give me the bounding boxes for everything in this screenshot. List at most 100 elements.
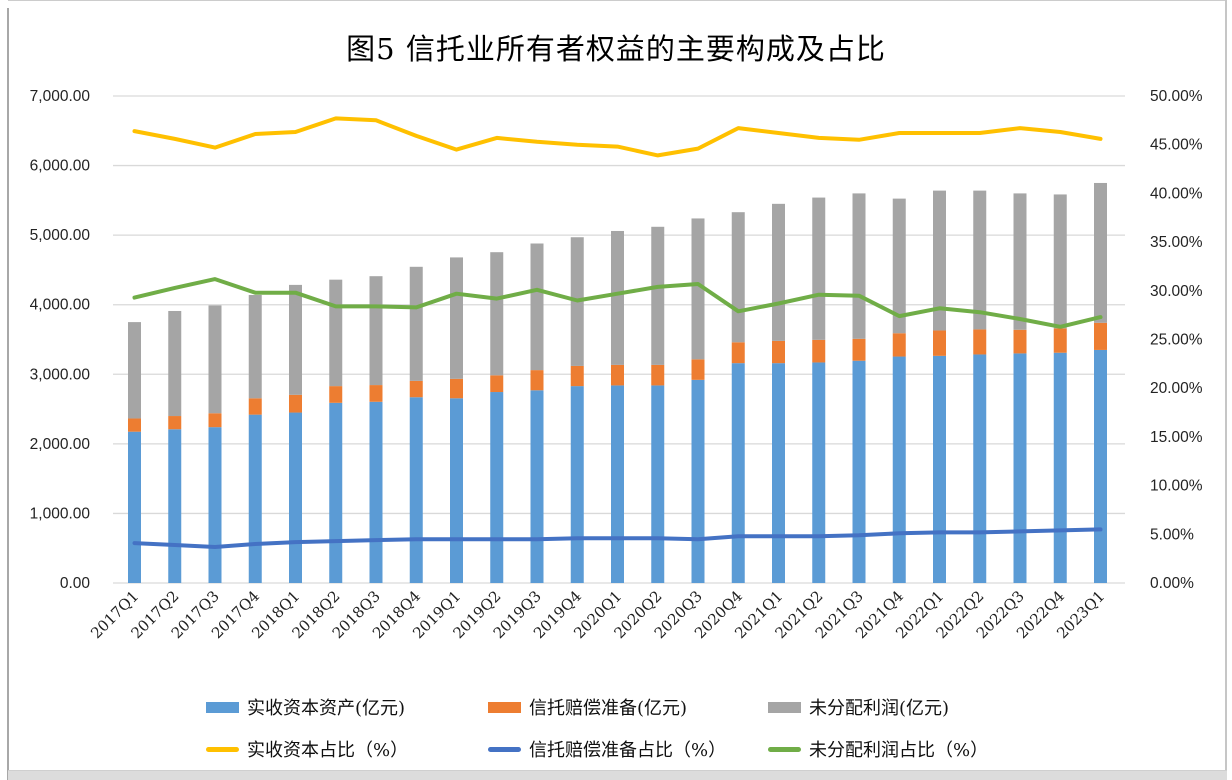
legend-swatch-trust-compensation-reserve-ratio <box>488 746 521 752</box>
bar-segment-undistributed-profit <box>691 218 705 360</box>
left-axis-tick-label: 7,000.00 <box>30 88 91 105</box>
chart-title: 图5 信托业所有者权益的主要构成及占比 <box>346 32 886 66</box>
bar-segment-paid-in-capital <box>933 355 946 583</box>
bar-segment-undistributed-profit <box>289 284 302 395</box>
bar-segment-undistributed-profit <box>651 226 665 365</box>
bar-segment-trust-compensation-reserve <box>248 398 262 415</box>
bar-segment-trust-compensation-reserve <box>1094 322 1107 350</box>
left-axis-tick-label: 6,000.00 <box>30 158 91 175</box>
bar-segment-trust-compensation-reserve <box>651 364 665 386</box>
bar-segment-paid-in-capital <box>651 385 665 583</box>
bar-segment-paid-in-capital <box>1013 353 1027 583</box>
right-axis-tick-label: 15.00% <box>1150 429 1203 446</box>
right-axis-tick-label: 5.00% <box>1150 526 1194 543</box>
left-axis-tick-label: 1,000.00 <box>30 505 91 522</box>
left-axis-tick-label: 3,000.00 <box>30 366 91 383</box>
right-axis-tick-label: 40.00% <box>1150 185 1203 202</box>
bar-segment-trust-compensation-reserve <box>329 386 343 403</box>
bar-segment-trust-compensation-reserve <box>369 385 383 402</box>
bar-segment-undistributed-profit <box>1013 193 1027 330</box>
bar-segment-undistributed-profit <box>530 243 544 371</box>
left-axis-tick-label: 2,000.00 <box>30 436 91 453</box>
bar-segment-undistributed-profit <box>1094 182 1107 323</box>
bar-segment-paid-in-capital <box>530 390 544 583</box>
page-border-right <box>1225 0 1227 780</box>
bar-segment-trust-compensation-reserve <box>570 365 584 387</box>
bar-segment-trust-compensation-reserve <box>1053 328 1067 353</box>
bar-segment-paid-in-capital <box>248 414 262 583</box>
bar-segment-undistributed-profit <box>490 252 504 376</box>
legend-item-paid-in-capital: 实收资本资产(亿元) <box>206 694 405 720</box>
bar-segment-trust-compensation-reserve <box>208 413 222 428</box>
bar-segment-undistributed-profit <box>731 212 745 343</box>
legend-item-undistributed-profit: 未分配利润(亿元) <box>768 694 949 720</box>
bar-segment-undistributed-profit <box>450 257 463 379</box>
bar-segment-trust-compensation-reserve <box>1013 329 1027 354</box>
bar-segment-paid-in-capital <box>369 401 383 583</box>
left-axis-tick-label: 0.00 <box>60 575 91 592</box>
bar-segment-undistributed-profit <box>611 230 624 365</box>
bar-segment-undistributed-profit <box>772 203 785 341</box>
page-border-top <box>8 0 1227 1</box>
bar-segment-trust-compensation-reserve <box>933 330 946 356</box>
bar-segment-trust-compensation-reserve <box>772 340 785 364</box>
legend-swatch-undistributed-profit <box>768 701 801 713</box>
bar-segment-undistributed-profit <box>812 197 826 340</box>
bar-segment-paid-in-capital <box>772 363 785 583</box>
bar-segment-trust-compensation-reserve <box>812 339 826 363</box>
bar-segment-trust-compensation-reserve <box>450 378 463 399</box>
bar-segment-trust-compensation-reserve <box>852 338 866 361</box>
bar-segment-trust-compensation-reserve <box>530 370 544 391</box>
bar-segment-undistributed-profit <box>208 305 222 414</box>
bar-segment-undistributed-profit <box>973 190 987 330</box>
line-trust-compensation-reserve-ratio <box>132 527 1103 549</box>
legend-label-trust-compensation-reserve-ratio: 信托赔偿准备占比（%） <box>529 740 727 761</box>
page-bottom-strip <box>8 770 1227 780</box>
line-paid-in-capital-ratio <box>132 116 1103 158</box>
right-axis-tick-label: 20.00% <box>1150 380 1203 397</box>
right-axis-tick-label: 25.00% <box>1150 332 1203 349</box>
bar-segment-trust-compensation-reserve <box>128 418 141 432</box>
bar-segment-trust-compensation-reserve <box>611 364 624 386</box>
legend-item-paid-in-capital-ratio: 实收资本占比（%） <box>206 736 408 762</box>
bar-segment-paid-in-capital <box>973 354 987 583</box>
legend-swatch-trust-compensation-reserve <box>488 701 521 713</box>
legend-swatch-undistributed-profit-ratio <box>768 746 801 752</box>
bar-segment-undistributed-profit <box>369 276 383 386</box>
bar-segment-paid-in-capital <box>852 360 866 583</box>
left-axis-tick-label: 5,000.00 <box>30 227 91 244</box>
bar-segment-paid-in-capital <box>289 412 302 583</box>
legend-item-trust-compensation-reserve-ratio: 信托赔偿准备占比（%） <box>488 736 726 762</box>
bar-segment-undistributed-profit <box>892 198 906 334</box>
bar-segment-paid-in-capital <box>731 363 745 583</box>
legend-item-trust-compensation-reserve: 信托赔偿准备(亿元) <box>488 694 687 720</box>
bar-segment-paid-in-capital <box>208 427 222 583</box>
legend-swatch-paid-in-capital <box>206 701 239 713</box>
bar-segment-undistributed-profit <box>1053 194 1067 329</box>
right-axis-tick-label: 0.00% <box>1150 575 1194 592</box>
right-axis-tick-label: 30.00% <box>1150 283 1203 300</box>
bar-segment-undistributed-profit <box>128 322 141 419</box>
bar-segment-undistributed-profit <box>933 190 946 331</box>
bar-segment-paid-in-capital <box>128 431 141 583</box>
bar-segment-paid-in-capital <box>1094 349 1107 583</box>
bar-segment-undistributed-profit <box>329 279 343 387</box>
bar-segment-trust-compensation-reserve <box>731 342 745 364</box>
legend-label-trust-compensation-reserve: 信托赔偿准备(亿元) <box>529 698 688 719</box>
bar-segment-undistributed-profit <box>852 193 866 339</box>
legend-label-undistributed-profit-ratio: 未分配利润占比（%） <box>809 740 989 761</box>
legend-label-paid-in-capital-ratio: 实收资本占比（%） <box>247 740 409 761</box>
bar-segment-paid-in-capital <box>570 386 584 583</box>
page-border-left <box>7 8 9 780</box>
bar-segment-paid-in-capital <box>1053 352 1067 583</box>
line-undistributed-profit-ratio <box>132 277 1103 329</box>
bar-segment-paid-in-capital <box>450 398 463 583</box>
right-axis-tick-label: 50.00% <box>1150 88 1203 105</box>
bar-segment-undistributed-profit <box>409 266 423 381</box>
legend-label-undistributed-profit: 未分配利润(亿元) <box>809 698 950 719</box>
right-axis-tick-label: 10.00% <box>1150 478 1203 495</box>
bar-segment-trust-compensation-reserve <box>168 416 182 430</box>
legend-item-undistributed-profit-ratio: 未分配利润占比（%） <box>768 736 988 762</box>
